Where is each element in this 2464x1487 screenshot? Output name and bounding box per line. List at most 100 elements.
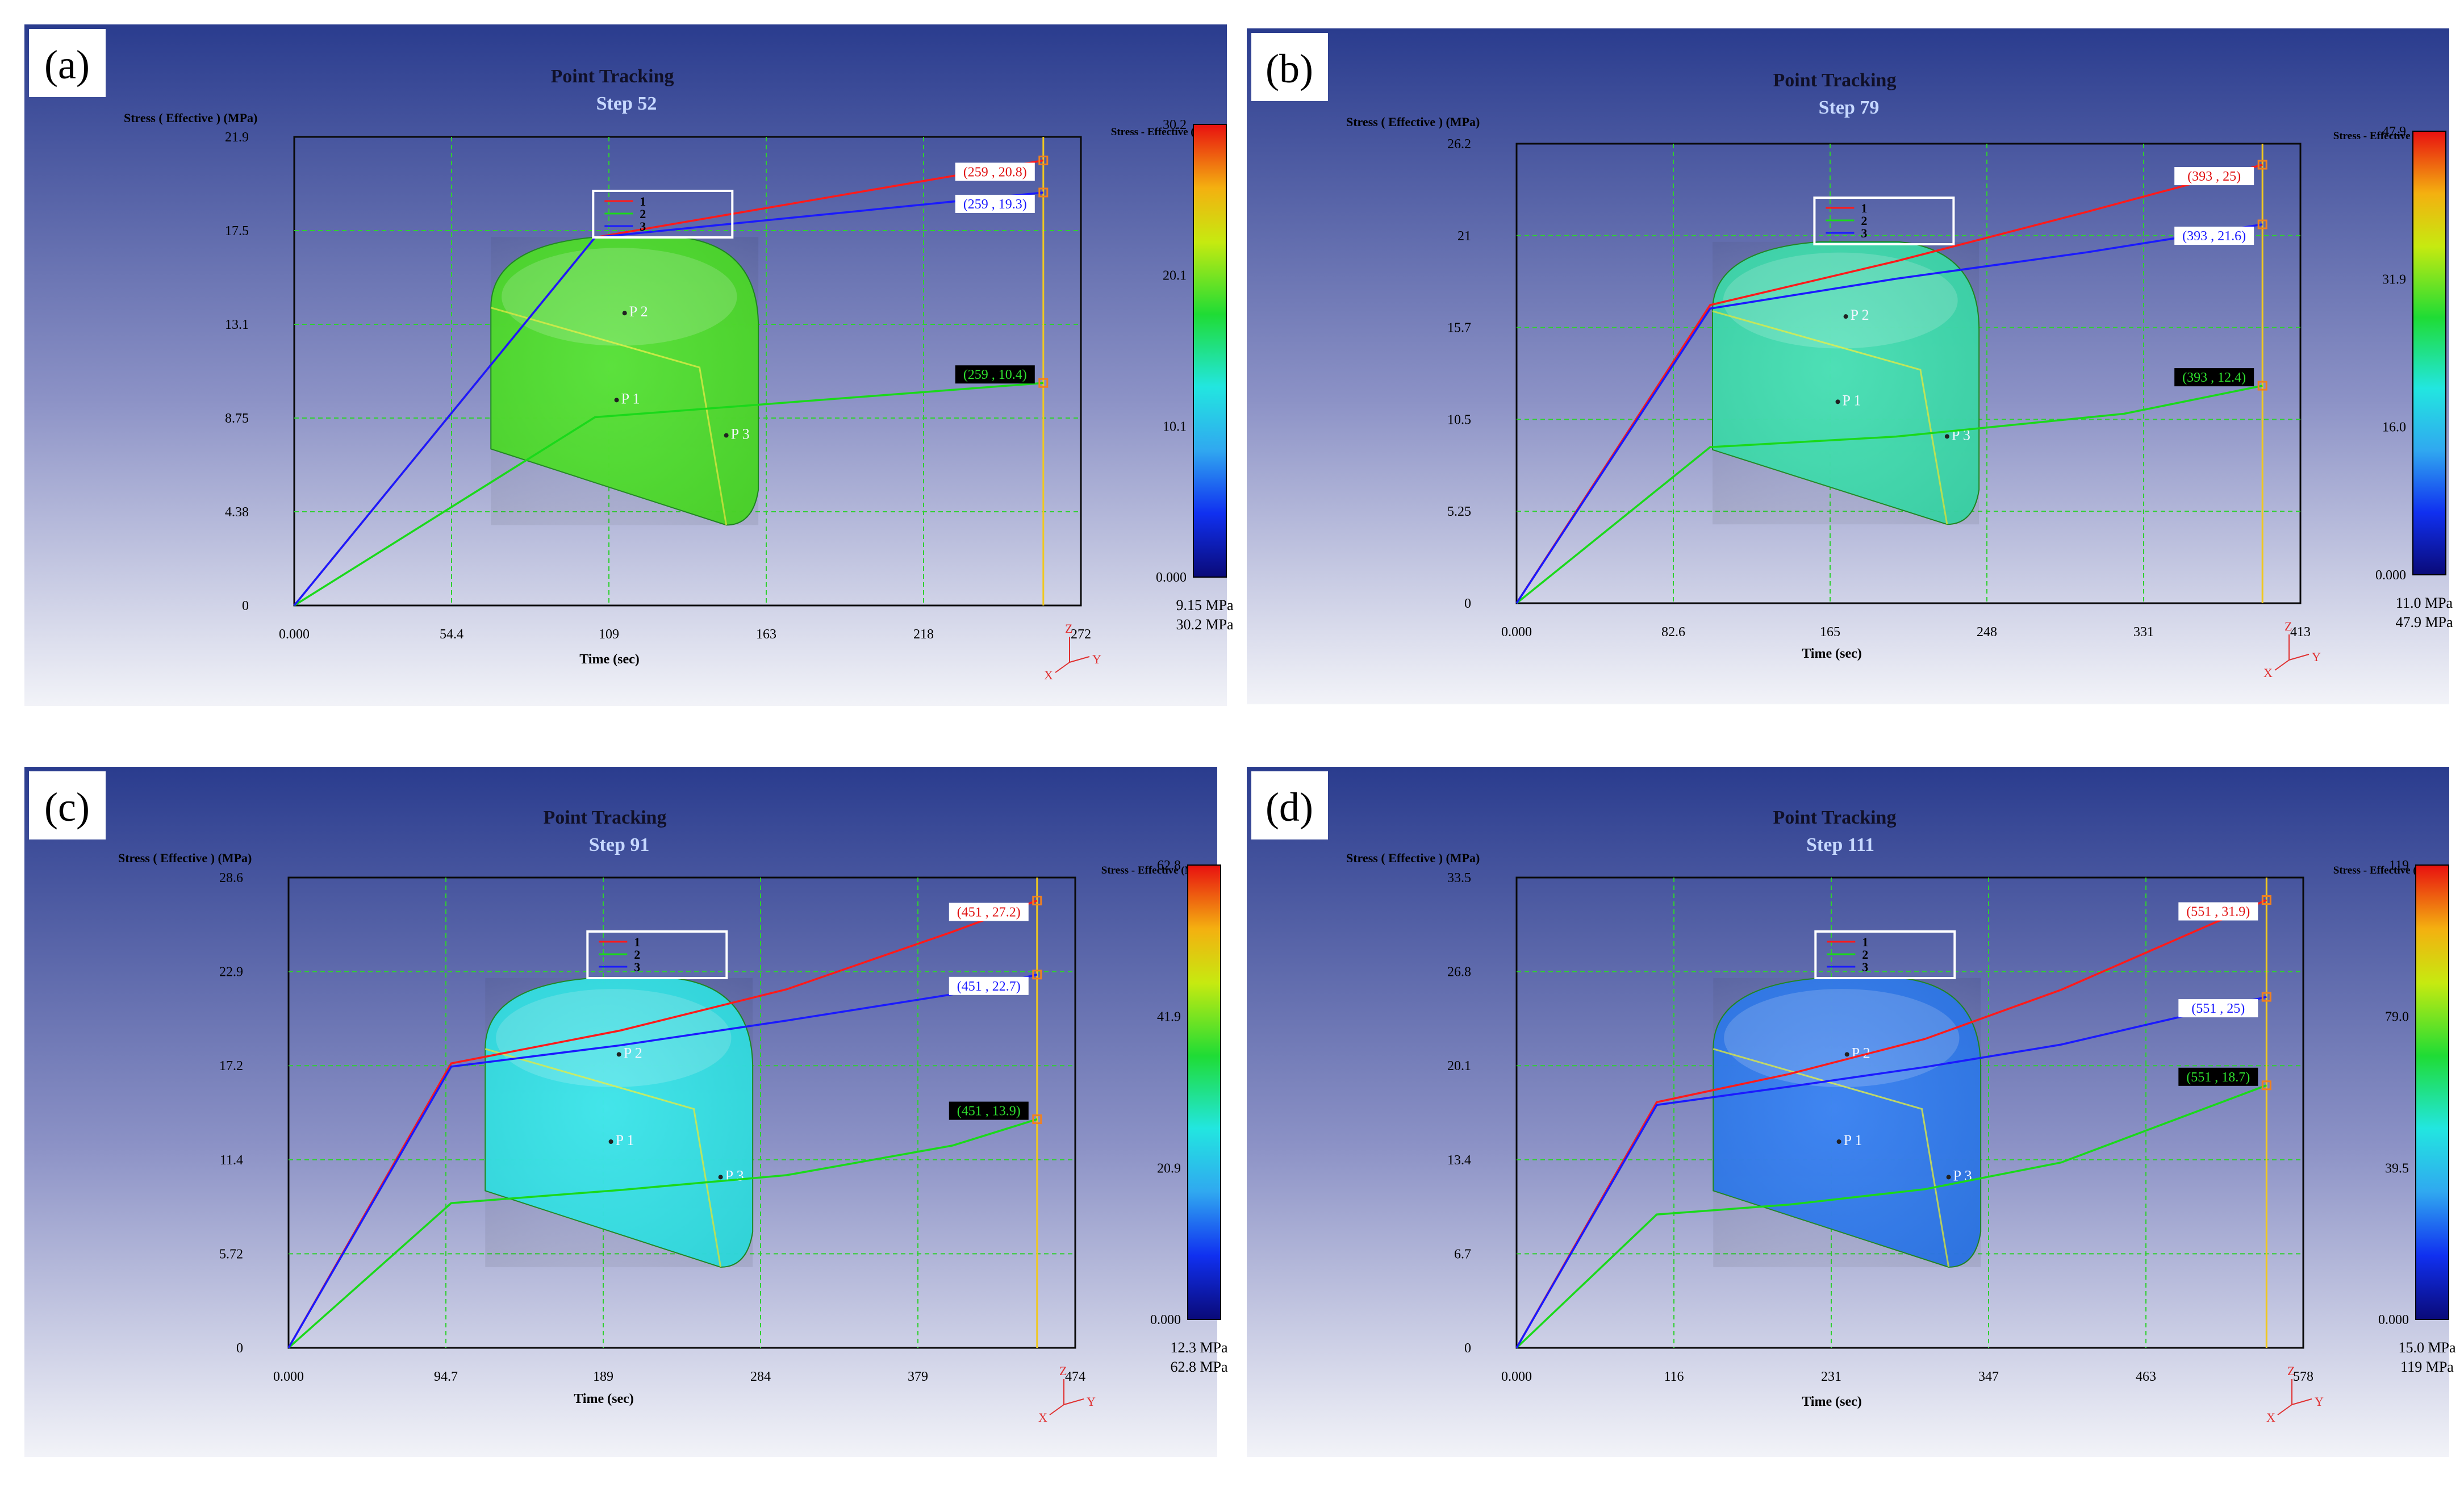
series-end-marker [1032, 896, 1042, 906]
tracking-point-marker [1836, 1139, 1841, 1145]
x-tick-label: 163 [756, 627, 776, 642]
colorbar-tick-label: 20.9 [1157, 1161, 1181, 1176]
legend-label: 2 [640, 207, 646, 221]
value-callout-text: (393 , 25) [2187, 169, 2241, 184]
plot-frame [287, 876, 1076, 1349]
y-axis-label: Stress ( Effective ) (MPa) [118, 851, 252, 865]
x-tick-label: 0.000 [1501, 625, 1532, 640]
series-line-2 [1515, 385, 2263, 604]
triad-y-label: Y [2312, 650, 2321, 664]
y-tick-label: 5.72 [219, 1247, 243, 1262]
x-tick-label: 284 [750, 1369, 771, 1384]
legend-label: 2 [634, 947, 640, 962]
tracking-point-label: P 2 [1851, 307, 1869, 323]
y-tick-label: 17.5 [225, 224, 249, 239]
panel-label: (c) [44, 784, 90, 830]
value-callout-text: (259 , 20.8) [963, 165, 1027, 179]
y-tick-label: 13.4 [1447, 1153, 1471, 1168]
x-axis-label: Time (sec) [574, 1392, 634, 1406]
y-tick-label: 5.25 [1447, 504, 1471, 519]
colorbar-max-label: 30.2 MPa [1176, 616, 1234, 633]
y-tick-label: 26.8 [1447, 965, 1471, 980]
value-callout-text: (551 , 25) [2191, 1001, 2245, 1016]
y-tick-label: 8.75 [225, 411, 249, 426]
y-tick-label: 20.1 [1447, 1059, 1471, 1074]
value-callout-box [2178, 902, 2258, 921]
value-callout-text: (551 , 18.7) [2186, 1070, 2250, 1085]
value-callout-box [2174, 167, 2254, 186]
tracking-point-marker [622, 311, 627, 316]
triad-y-label: Y [1087, 1394, 1096, 1409]
tracking-point-marker [1844, 1052, 1849, 1057]
panel-label: (d) [1266, 784, 1313, 830]
x-tick-label: 413 [2290, 625, 2311, 640]
legend-label: 3 [1861, 226, 1867, 240]
x-tick-label: 347 [1978, 1369, 1999, 1384]
y-tick-label: 10.5 [1447, 412, 1471, 427]
x-tick-label: 218 [913, 627, 934, 642]
triad-y-label: Y [2315, 1394, 2324, 1409]
series-end-marker [1032, 970, 1042, 980]
colorbar-tick-label: 16.0 [2382, 420, 2406, 435]
value-callout-box [955, 194, 1035, 213]
value-callout-box [2178, 1067, 2258, 1086]
colorbar-min-label: 9.15 MPa [1176, 597, 1234, 613]
x-axis-label: Time (sec) [1802, 646, 1862, 661]
colorbar-max-label: 119 MPa [2400, 1359, 2454, 1375]
y-tick-label: 0 [236, 1341, 243, 1356]
tracking-point-marker [608, 1139, 613, 1145]
value-callout-box [2178, 999, 2258, 1018]
colorbar-tick-label: 0.000 [1150, 1313, 1181, 1327]
panel-label-box [29, 29, 106, 97]
colorbar-max-label: 62.8 MPa [1170, 1359, 1228, 1375]
colorbar-tick-label: 10.1 [1163, 419, 1187, 434]
triad-x-label: X [1038, 1410, 1047, 1425]
y-tick-label: 6.7 [1454, 1247, 1471, 1262]
legend-box [586, 930, 728, 979]
series-end-marker [1038, 155, 1049, 165]
legend-label: 1 [1862, 935, 1868, 949]
workpiece-3d-model: P 2 P 1 P 3 [490, 236, 759, 526]
colorbar-min-label: 15.0 MPa [2398, 1339, 2456, 1356]
tracking-point-label: P 2 [624, 1045, 642, 1061]
y-tick-label: 22.9 [219, 965, 243, 980]
y-tick-label: 21 [1457, 229, 1471, 244]
y-axis-label: Stress ( Effective ) (MPa) [124, 111, 257, 125]
series-end-marker [2257, 381, 2267, 391]
series-end-marker [2257, 219, 2267, 229]
step-label: Step 52 [596, 93, 657, 114]
x-tick-label: 474 [1065, 1369, 1085, 1384]
colorbar-tick-label: 0.000 [1156, 570, 1187, 585]
legend-label: 3 [1862, 960, 1868, 974]
colorbar-max-label: 47.9 MPa [2395, 614, 2453, 630]
legend-label: 3 [640, 219, 646, 233]
series-line-3 [1515, 223, 2263, 604]
colorbar-gradient [2412, 131, 2446, 575]
panel-d: (d) Point Tracking Step 111 Stress ( Eff… [1247, 767, 2456, 1457]
plot-area: 0.000 82.6 165 248 331 413 0 5.25 10.5 15.7 21 26.2… [1447, 124, 2453, 680]
tracking-point-label: P 3 [725, 1167, 744, 1184]
value-callout-box [2174, 227, 2254, 245]
legend-box [1813, 197, 1955, 245]
x-axis-label: Time (sec) [1802, 1394, 1862, 1409]
triad-x-axis [2274, 659, 2290, 671]
triad-y-axis [2291, 1398, 2312, 1405]
colorbar-gradient [2415, 864, 2449, 1320]
value-callout-text: (393 , 12.4) [2182, 370, 2246, 385]
x-tick-label: 109 [599, 627, 619, 642]
workpiece-shading [1713, 241, 1979, 525]
value-callout-box [949, 903, 1029, 921]
triad-x-axis [1055, 662, 1070, 673]
panel-label-box [29, 771, 106, 839]
value-callout-text: (451 , 27.2) [957, 905, 1021, 920]
x-tick-label: 0.000 [273, 1369, 304, 1384]
workpiece-shading [1713, 978, 1981, 1267]
y-tick-label: 15.7 [1447, 321, 1471, 336]
series-end-marker [1038, 187, 1049, 198]
colorbar-title: Stress - Effective (MPa) [2333, 864, 2442, 876]
series-line-1 [1515, 899, 2267, 1348]
workpiece-3d-model: P 2 P 1 P 3 [485, 977, 754, 1268]
y-tick-label: 17.2 [219, 1059, 243, 1074]
series-line-3 [1515, 996, 2267, 1348]
x-tick-label: 379 [908, 1369, 928, 1384]
